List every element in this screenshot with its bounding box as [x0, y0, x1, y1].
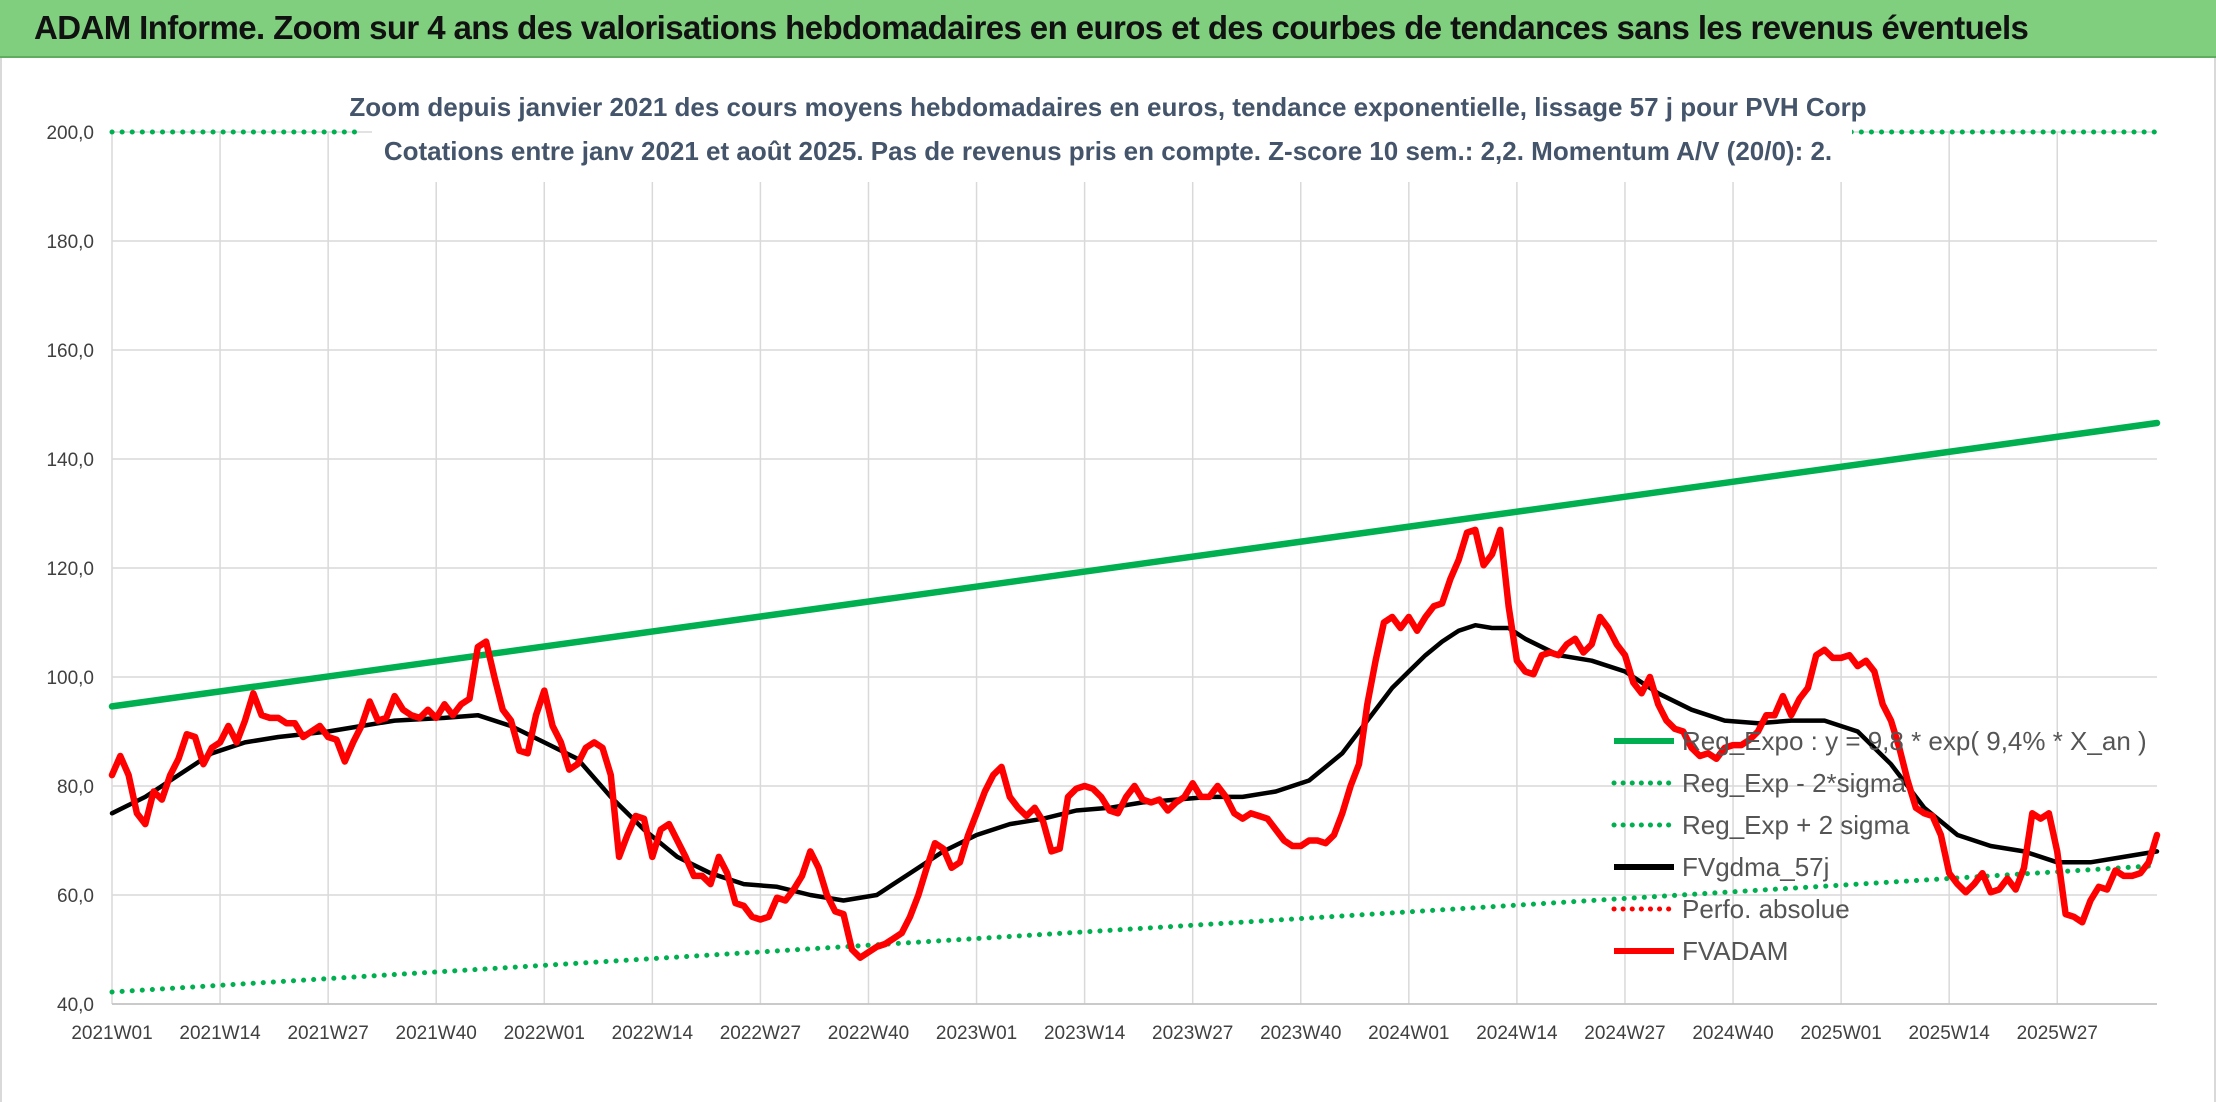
y-tick-label: 40,0: [57, 995, 94, 1016]
legend-label: Reg_Exp + 2 sigma: [1682, 810, 1910, 840]
report-header: ADAM Informe. Zoom sur 4 ans des valoris…: [0, 0, 2216, 58]
x-tick-label: 2023W27: [1152, 1023, 1233, 1044]
x-tick-label: 2023W40: [1260, 1023, 1341, 1044]
x-tick-label: 2022W14: [612, 1023, 694, 1044]
legend-label: Perfo. absolue: [1682, 894, 1850, 924]
chart-legend: Reg_Expo : y = 9,8 * exp( 9,4% * X_an ) R…: [1611, 726, 2147, 966]
chart-subtitle-line1: Zoom depuis janvier 2021 des cours moyen…: [349, 92, 1866, 122]
y-tick-label: 80,0: [57, 777, 94, 798]
line-chart: 200,0 180,0 160,0 140,0 120,0 100,0 80,0 60,0 40…: [46, 78, 2161, 1044]
x-tick-label: 2023W14: [1044, 1023, 1126, 1044]
axis-labels: 200,0 180,0 160,0 140,0 120,0 100,0 80,0 60,0 40…: [46, 123, 2097, 1044]
y-tick-label: 120,0: [46, 559, 94, 580]
series-line-reg-exp-2-sigma: [109, 863, 2160, 995]
y-tick-label: 60,0: [57, 886, 94, 907]
x-tick-label: 2021W27: [287, 1023, 368, 1044]
chart-frame: 200,0 180,0 160,0 140,0 120,0 100,0 80,0 60,0 40…: [0, 58, 2216, 1102]
report-title: ADAM Informe. Zoom sur 4 ans des valoris…: [34, 9, 2029, 46]
x-tick-label: 2025W27: [2017, 1023, 2098, 1044]
series-line-fvadam: [108, 526, 2161, 961]
y-tick-label: 100,0: [46, 668, 94, 689]
x-tick-label: 2021W40: [396, 1023, 477, 1044]
legend-label: FVgdma_57j: [1682, 852, 1829, 882]
x-tick-label: 2022W40: [828, 1023, 909, 1044]
y-tick-label: 140,0: [46, 450, 94, 471]
y-tick-label: 180,0: [46, 232, 94, 253]
x-tick-label: 2024W27: [1584, 1023, 1665, 1044]
x-tick-label: 2022W01: [504, 1023, 585, 1044]
x-tick-label: 2023W01: [936, 1023, 1017, 1044]
x-tick-label: 2024W40: [1692, 1023, 1773, 1044]
x-tick-label: 2022W27: [720, 1023, 801, 1044]
x-tick-label: 2021W14: [179, 1023, 261, 1044]
subtitle-background: [372, 78, 1852, 182]
gridlines: [111, 131, 2157, 1005]
legend-label: Reg_Expo : y = 9,8 * exp( 9,4% * X_an ): [1682, 726, 2147, 756]
chart-subtitle-line2: Cotations entre janv 2021 et août 2025. …: [384, 136, 1832, 166]
x-tick-label: 2021W01: [71, 1023, 152, 1044]
x-tick-label: 2024W01: [1368, 1023, 1449, 1044]
legend-label: FVADAM: [1682, 936, 1788, 966]
x-tick-label: 2025W01: [1800, 1023, 1881, 1044]
y-tick-label: 200,0: [46, 123, 94, 144]
chart-series: [108, 129, 2161, 995]
series-line-reg-expo-y-9-8-exp-9-4-x-an: [108, 419, 2161, 710]
legend-label: Reg_Exp - 2*sigma: [1682, 768, 1907, 798]
x-tick-label: 2024W14: [1476, 1023, 1558, 1044]
x-tick-label: 2025W14: [1909, 1023, 1991, 1044]
y-tick-label: 160,0: [46, 341, 94, 362]
